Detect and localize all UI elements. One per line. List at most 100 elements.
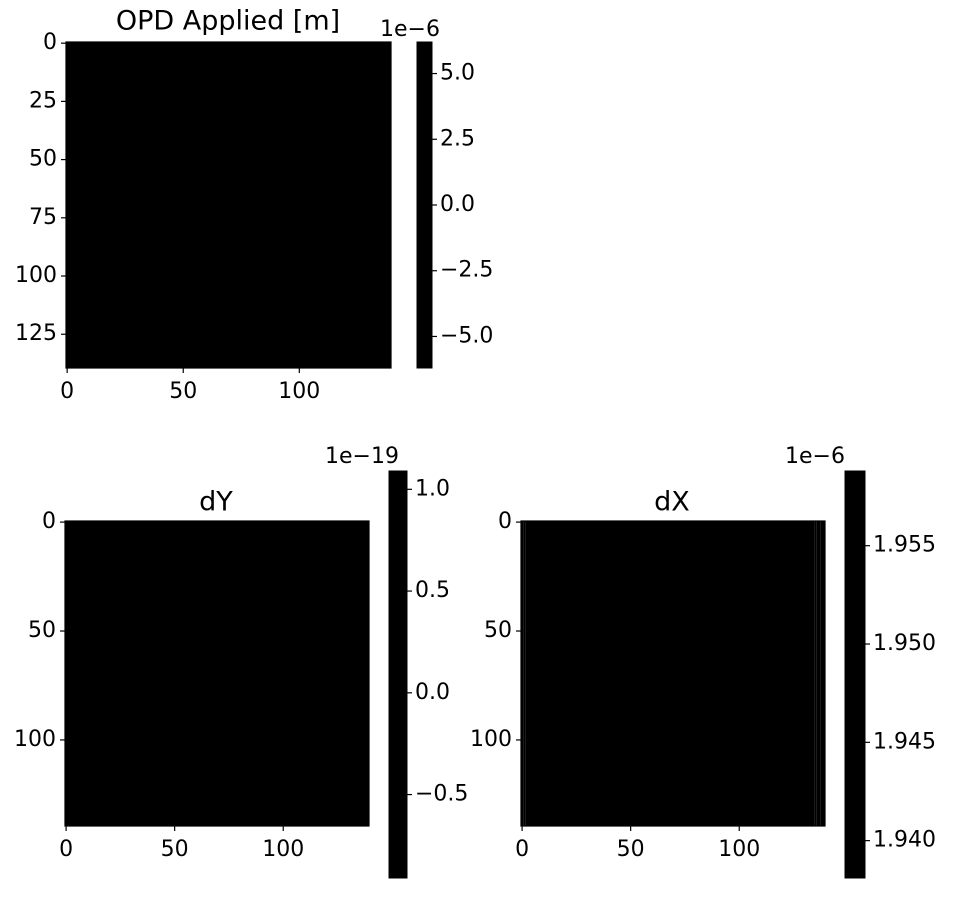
image-cell	[65, 521, 109, 566]
image-cell	[325, 782, 370, 827]
colorbar-offset: 1e−6	[785, 444, 845, 469]
image-band	[814, 521, 817, 826]
image-panel: 0 50 100 0 50 100 dX 1.940 1.945 1.950 1.955 1e−6	[470, 444, 936, 879]
image-cell	[282, 782, 327, 827]
y-tick-label: 50	[28, 618, 56, 643]
image-cell	[325, 651, 370, 696]
colorbar-offset: 1e−19	[325, 444, 399, 469]
colorbar-tick-label: −0.5	[415, 782, 468, 807]
y-tick-label: 100	[15, 263, 57, 288]
image-cell	[282, 738, 327, 783]
image-panel: 0 50 100 0 25 50 75 100 125 OPD Applied [m] −5.0 −2…	[15, 6, 493, 405]
x-tick-label: 50	[617, 837, 645, 862]
image-cell	[195, 521, 240, 566]
image-cell	[65, 564, 109, 609]
x-tick-label: 50	[169, 379, 197, 404]
image-gradient	[66, 42, 391, 368]
image-panel: 0 50 100 0 50 100 dY −0.5 0.0 0.5 1.0 1e−19	[14, 444, 468, 879]
y-tick-label: 100	[470, 727, 512, 752]
image-cell	[238, 651, 283, 696]
image-cell	[282, 608, 327, 653]
image-cell	[325, 695, 370, 740]
image-cell	[238, 738, 283, 783]
y-tick-label: 125	[15, 321, 57, 346]
chart-title: OPD Applied [m]	[116, 6, 340, 37]
colorbar-tick-label: −5.0	[440, 323, 493, 348]
colorbar-tick-label: 0.0	[440, 192, 475, 217]
colorbar-tick-label: 2.5	[440, 126, 475, 151]
image-cell	[195, 564, 240, 609]
colorbar	[388, 470, 408, 879]
image-band	[523, 521, 526, 826]
image-cell	[108, 738, 153, 783]
colorbar-tick-label: 0.5	[415, 578, 450, 603]
x-tick-label: 100	[262, 837, 304, 862]
y-tick-label: 0	[42, 509, 56, 534]
colorbar-tick-label: 1.940	[873, 828, 936, 853]
image-cell	[238, 782, 283, 827]
colorbar-tick-label: 1.0	[415, 476, 450, 501]
colorbar-tick-label: 1.950	[873, 631, 936, 656]
image-band	[521, 521, 524, 826]
colorbar-tick-label: 0.0	[415, 680, 450, 705]
image-cell	[238, 564, 283, 609]
image-cell	[108, 651, 153, 696]
colorbar-offset: 1e−6	[380, 17, 440, 42]
image-cell	[325, 608, 370, 653]
y-tick-label: 25	[29, 88, 57, 113]
image-cell	[108, 695, 153, 740]
colorbar-tick-label: −2.5	[440, 258, 493, 283]
y-tick-label: 50	[29, 147, 57, 172]
y-tick-label: 0	[498, 509, 512, 534]
image-cell	[282, 651, 327, 696]
image-cell	[238, 608, 283, 653]
image-cell	[325, 564, 370, 609]
image-cell	[65, 695, 109, 740]
axes-frame	[65, 41, 392, 369]
image-band	[525, 521, 815, 826]
y-tick-label: 100	[14, 727, 56, 752]
colorbar-tick-label: 5.0	[440, 61, 475, 86]
image-cell	[195, 695, 240, 740]
y-tick-label: 0	[43, 30, 57, 55]
image-cell	[195, 782, 240, 827]
image-cell	[65, 651, 109, 696]
image-cell	[325, 738, 370, 783]
image-cell	[108, 782, 153, 827]
x-tick-label: 50	[161, 837, 189, 862]
colorbar-tick-label: 1.945	[873, 729, 936, 754]
colorbar	[416, 41, 433, 369]
image-band	[820, 521, 825, 826]
image-cell	[282, 521, 327, 566]
axes-frame	[520, 520, 826, 827]
x-tick-label: 0	[515, 837, 529, 862]
image-cell	[325, 521, 370, 566]
image-cell	[282, 695, 327, 740]
image-cell	[151, 738, 196, 783]
image-cell	[195, 738, 240, 783]
image-cell	[195, 651, 240, 696]
x-tick-label: 0	[59, 837, 73, 862]
image-cell	[238, 521, 283, 566]
image-cell	[65, 782, 109, 827]
image-cell	[151, 695, 196, 740]
image-cell	[151, 782, 196, 827]
image-cell	[108, 608, 153, 653]
image-cell	[108, 564, 153, 609]
x-tick-label: 0	[60, 379, 74, 404]
colorbar-tick-label: 1.955	[873, 533, 936, 558]
image-cell	[282, 564, 327, 609]
y-tick-label: 50	[484, 618, 512, 643]
image-cell	[151, 521, 196, 566]
image-cell	[65, 608, 109, 653]
image-cell	[151, 651, 196, 696]
image-cell	[108, 521, 153, 566]
y-tick-label: 75	[29, 205, 57, 230]
image-cell	[195, 608, 240, 653]
image-cell	[151, 608, 196, 653]
image-cell	[238, 695, 283, 740]
x-tick-label: 100	[278, 379, 320, 404]
image-cell	[151, 564, 196, 609]
axes-frame	[64, 520, 370, 827]
